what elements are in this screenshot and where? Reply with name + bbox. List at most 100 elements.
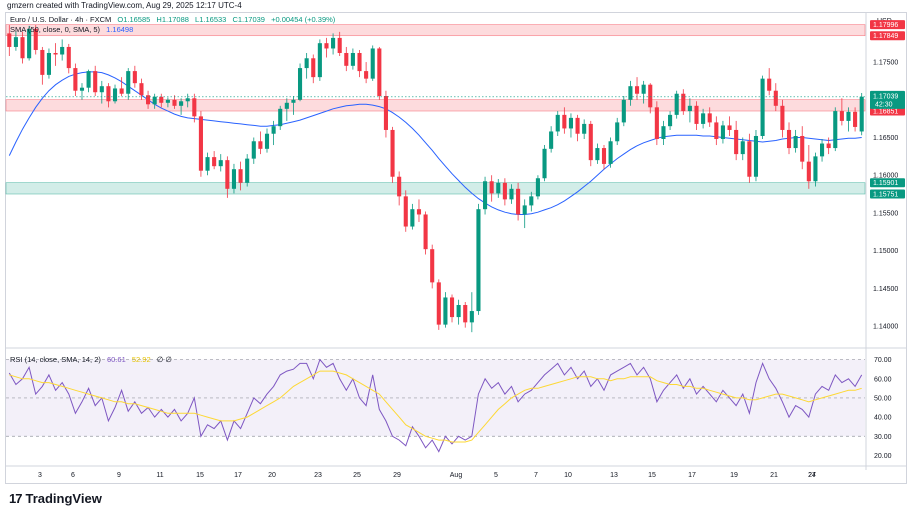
candle-body xyxy=(403,196,408,227)
candle-body xyxy=(740,141,745,155)
sma-legend[interactable]: SMA (50, close, 0, SMA, 5) 1.16498 xyxy=(10,25,137,34)
candle-body xyxy=(575,117,580,134)
candle-body xyxy=(681,93,686,112)
rsi-legend[interactable]: RSI (14, close, SMA, 14, 2) 60.61 52.92 … xyxy=(10,355,176,364)
candle-body xyxy=(132,71,137,84)
rsi-tick-label: 40.00 xyxy=(874,415,892,422)
candle-body xyxy=(522,205,527,215)
ohlc-close: C1.17039 xyxy=(232,15,265,24)
candle-body xyxy=(397,176,402,197)
candle-body xyxy=(350,52,355,66)
candle-body xyxy=(317,43,322,78)
price-tick-label: 1.14000 xyxy=(873,324,898,331)
candle-body xyxy=(608,141,613,164)
candle-body xyxy=(859,96,864,132)
candle-body xyxy=(714,122,719,140)
candle-body xyxy=(489,181,494,194)
price-tick-label: 1.16500 xyxy=(873,135,898,142)
candle-body xyxy=(390,129,395,177)
time-tick-label: 5 xyxy=(494,472,498,479)
time-tick-label: 23 xyxy=(314,472,322,479)
candle-body xyxy=(33,28,38,50)
candle-body xyxy=(179,101,184,106)
ohlc-open: O1.16585 xyxy=(117,15,151,24)
time-tick-label: 29 xyxy=(393,472,401,479)
candle-body xyxy=(648,84,653,108)
candle-body xyxy=(66,46,71,69)
chart-credit: gmzern created with TradingView.com, Aug… xyxy=(7,1,242,10)
tradingview-brand: TradingView xyxy=(25,491,102,506)
rsi-value: 60.61 xyxy=(106,355,126,364)
ohlc-high: H1.17088 xyxy=(156,15,189,24)
candle-body xyxy=(430,249,435,283)
candle-body xyxy=(284,102,289,109)
sma-value: 1.16498 xyxy=(106,25,134,34)
rsi-tick-label: 70.00 xyxy=(874,357,892,364)
candle-body xyxy=(218,160,223,167)
tradingview-logo[interactable]: 17 TradingView xyxy=(9,491,102,506)
price-label-1.15901: 1.15901 xyxy=(873,180,898,187)
price-label-1.17996: 1.17996 xyxy=(873,22,898,29)
candle-body xyxy=(165,99,170,103)
price-tick-label: 1.17500 xyxy=(873,60,898,67)
countdown-label: 42:30 xyxy=(875,101,893,108)
candle-body xyxy=(311,58,316,78)
candle-body xyxy=(271,126,276,134)
candle-body xyxy=(463,305,468,323)
candle-body xyxy=(337,37,342,53)
candle-body xyxy=(185,98,190,102)
candle-body xyxy=(456,305,461,318)
candle-body xyxy=(172,99,177,106)
candle-body xyxy=(212,157,217,167)
candle-body xyxy=(192,98,197,117)
candle-body xyxy=(846,111,851,121)
time-tick-label: 15 xyxy=(196,472,204,479)
candle-body xyxy=(344,52,349,66)
current-price-label: 1.17039 xyxy=(873,93,898,100)
time-tick-label: 6 xyxy=(71,472,75,479)
candle-body xyxy=(529,196,534,206)
candle-body xyxy=(291,99,296,103)
time-tick-label: 9 xyxy=(117,472,121,479)
candle-body xyxy=(509,188,514,200)
price-legend[interactable]: Euro / U.S. Dollar · 4h · FXCM O1.16585 … xyxy=(10,15,339,24)
candle-body xyxy=(205,157,210,171)
ohlc-change: +0.00454 (+0.39%) xyxy=(271,15,336,24)
candle-body xyxy=(79,87,85,91)
price-label-bg xyxy=(870,31,905,41)
candle-body xyxy=(668,114,673,127)
zone-resistance-upper xyxy=(5,24,866,37)
candle-body xyxy=(634,86,640,94)
candle-body xyxy=(46,52,51,75)
candle-body xyxy=(225,160,230,189)
chart-frame xyxy=(5,12,907,484)
zone-support xyxy=(5,182,866,195)
candle-body xyxy=(297,68,303,100)
candle-body xyxy=(377,48,382,96)
sma-label[interactable]: SMA (50, close, 0, SMA, 5) xyxy=(10,25,101,34)
candle-body xyxy=(324,43,329,49)
candle-body xyxy=(582,123,587,134)
rsi-extra: ∅ ∅ xyxy=(156,355,172,364)
candle-body xyxy=(839,111,844,121)
time-tick-label: 3 xyxy=(38,472,42,479)
candle-body xyxy=(331,37,336,49)
candle-body xyxy=(760,78,765,136)
price-tick-label: 1.16000 xyxy=(873,173,898,180)
candle-body xyxy=(601,148,607,164)
candle-body xyxy=(483,181,488,210)
time-tick-label: 15 xyxy=(648,472,656,479)
candle-body xyxy=(146,95,151,105)
symbol-label[interactable]: Euro / U.S. Dollar · 4h · FXCM xyxy=(10,15,112,24)
candle-body xyxy=(588,123,593,161)
time-tick-label: 24 xyxy=(808,472,816,479)
candle-body xyxy=(813,156,818,182)
candle-body xyxy=(615,122,620,142)
candle-body xyxy=(793,135,798,149)
candle-body xyxy=(357,52,362,72)
rsi-label[interactable]: RSI (14, close, SMA, 14, 2) xyxy=(10,355,101,364)
candle-body xyxy=(806,161,811,182)
rsi-ma-line xyxy=(9,370,862,443)
candle-body xyxy=(734,129,739,155)
